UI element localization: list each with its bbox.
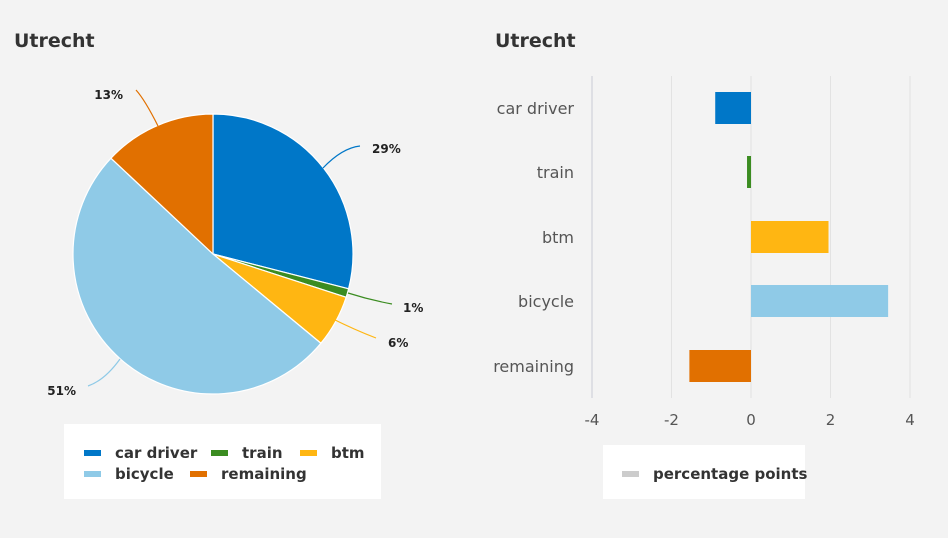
y-category-label: train [537,163,574,182]
bar-chart-title: Utrecht [495,30,576,52]
legend-swatch [211,450,228,456]
legend-item-train[interactable]: train [211,444,283,462]
legend-swatch [190,471,207,477]
bar-train[interactable] [747,156,752,188]
pie-leader-line [347,292,393,305]
legend-item-car-driver[interactable]: car driver [84,444,197,462]
bar-legend: percentage points [603,445,807,499]
bar-btm[interactable] [751,221,829,253]
pie-data-label: 6% [388,336,408,350]
legend-swatch [84,471,101,477]
pie-leader-line [87,358,121,387]
bar-bicycle[interactable] [751,285,889,317]
pie-data-label: 29% [372,142,401,156]
legend-label: remaining [221,465,307,483]
legend-item-btm[interactable]: btm [300,444,365,462]
pie-leader-line [322,145,361,169]
legend-label: percentage points [653,465,808,483]
pie-legend: car driver train btm bicycle remaining [64,424,381,499]
pie-chart-title: Utrecht [14,30,95,52]
pie-data-label: 13% [94,88,123,102]
legend-swatch [300,450,317,456]
legend-label: train [242,444,283,462]
x-tick-label: 2 [826,411,836,429]
bar-car-driver[interactable] [715,92,751,124]
legend-label: car driver [115,444,198,462]
y-category-label: bicycle [518,292,574,311]
x-tick-label: 4 [905,411,915,429]
legend-item-remaining[interactable]: remaining [190,465,307,483]
legend-swatch [622,471,639,477]
x-tick-label: -2 [664,411,679,429]
pie-data-label: 51% [47,384,76,398]
x-tick-label: 0 [746,411,756,429]
legend-label: btm [331,444,365,462]
y-category-label: car driver [497,99,575,118]
pie-leader-line [330,317,377,339]
x-tick-label: -4 [585,411,600,429]
pie-data-label: 1% [403,301,423,315]
pie-slice-bicycle[interactable] [72,157,322,395]
pie-leader-line [135,89,159,127]
legend-item-percentage-points[interactable]: percentage points [622,465,807,483]
legend-swatch [84,450,101,456]
y-category-label: btm [542,228,574,247]
y-category-label: remaining [493,357,574,376]
legend-item-bicycle[interactable]: bicycle [84,465,174,483]
bar-remaining[interactable] [689,350,751,382]
legend-label: bicycle [115,465,174,483]
